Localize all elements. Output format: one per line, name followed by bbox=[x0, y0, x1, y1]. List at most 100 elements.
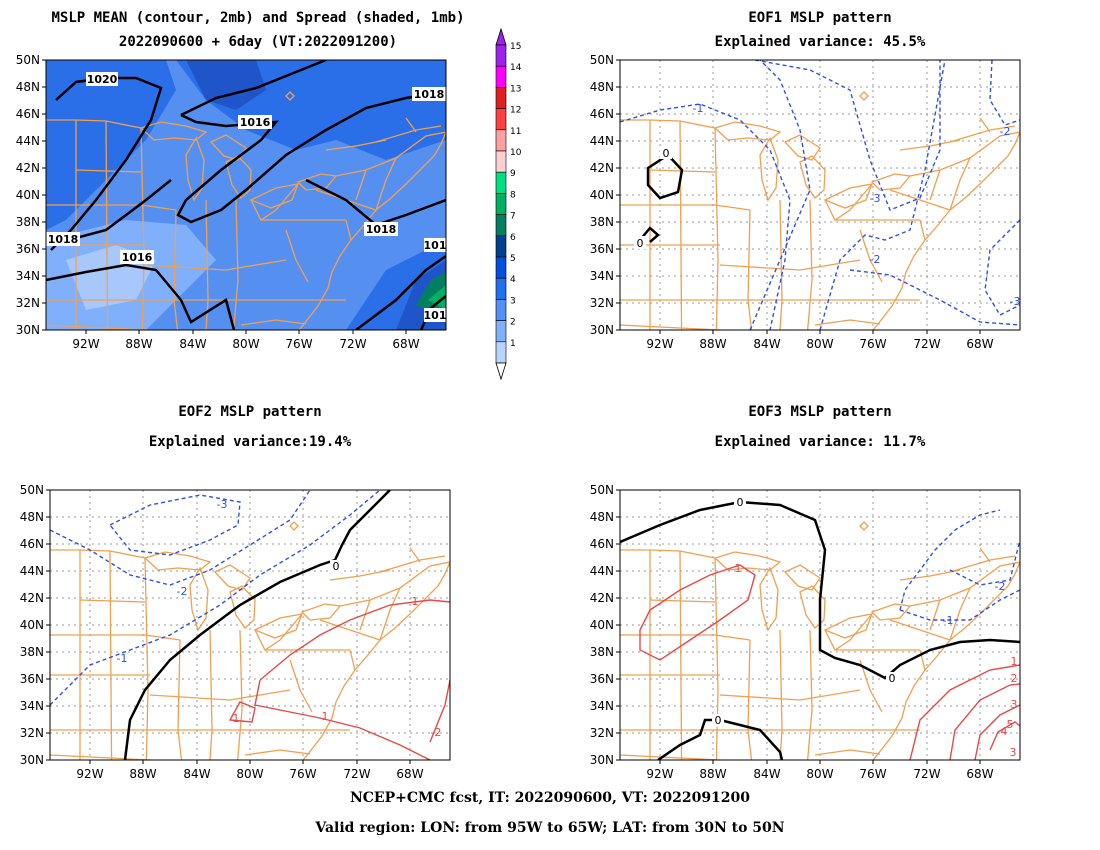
lat-tick-label: 46N bbox=[590, 107, 614, 121]
lat-tick-label: 42N bbox=[590, 591, 614, 605]
lon-tick-label: 68W bbox=[392, 337, 419, 351]
lat-tick-label: 46N bbox=[16, 107, 40, 121]
eof1-title-line2: Explained variance: 45.5% bbox=[714, 34, 926, 50]
lon-tick-label: 68W bbox=[966, 337, 993, 351]
contour-label: 1 bbox=[412, 595, 419, 608]
eof3-title-line2: Explained variance: 11.7% bbox=[714, 434, 926, 450]
lon-tick-label: 92W bbox=[646, 767, 673, 781]
contour-label: -2 bbox=[177, 585, 188, 598]
isobar-1016-north bbox=[180, 60, 327, 117]
colorbar-label: 3 bbox=[510, 296, 516, 306]
lon-tick-label: 84W bbox=[753, 767, 780, 781]
lat-tick-label: 44N bbox=[20, 564, 44, 578]
lat-tick-label: 32N bbox=[20, 726, 44, 740]
lat-tick-label: 36N bbox=[590, 242, 614, 256]
eof2-contour-neg2 bbox=[50, 490, 311, 586]
contour-label: 1020 bbox=[87, 73, 118, 86]
lat-tick-label: 42N bbox=[20, 591, 44, 605]
colorbar-label: 10 bbox=[510, 148, 522, 158]
lat-tick-label: 50N bbox=[16, 53, 40, 67]
lat-tick-label: 34N bbox=[16, 269, 40, 283]
lat-tick-label: 40N bbox=[16, 188, 40, 202]
lat-tick-label: 34N bbox=[590, 699, 614, 713]
contour-label: 0 bbox=[637, 237, 644, 250]
colorbar-swatch bbox=[495, 129, 507, 152]
contour-label: -2 bbox=[995, 580, 1006, 593]
colorbar-swatch bbox=[495, 171, 507, 194]
colorbar-label: 11 bbox=[510, 127, 521, 137]
lon-tick-label: 84W bbox=[179, 337, 206, 351]
lon-tick-label: 72W bbox=[343, 767, 370, 781]
lat-tick-label: 32N bbox=[590, 296, 614, 310]
lon-tick-label: 76W bbox=[859, 767, 886, 781]
lat-tick-label: 44N bbox=[590, 564, 614, 578]
lat-tick-label: 48N bbox=[590, 80, 614, 94]
lon-tick-label: 88W bbox=[125, 337, 152, 351]
lat-tick-label: 46N bbox=[590, 537, 614, 551]
eof1-zero-contour-small bbox=[639, 226, 660, 243]
lon-tick-label: 84W bbox=[183, 767, 210, 781]
colorbar-label: 15 bbox=[510, 42, 521, 52]
lat-tick-label: 38N bbox=[590, 215, 614, 229]
contour-label: -3 bbox=[870, 192, 881, 205]
lon-tick-label: 80W bbox=[806, 767, 833, 781]
contour-label: 0 bbox=[333, 560, 340, 573]
eof1-panel: 0 0 -1 -2 -3 -2 -3 bbox=[619, 59, 1021, 331]
lat-tick-label: 36N bbox=[590, 672, 614, 686]
eof2-zero-contour bbox=[123, 490, 391, 760]
contour-label: 1018 bbox=[366, 223, 397, 236]
lon-tick-label: 68W bbox=[966, 767, 993, 781]
lon-tick-label: 92W bbox=[76, 767, 103, 781]
lat-tick-label: 32N bbox=[16, 296, 40, 310]
lon-tick-label: 80W bbox=[806, 337, 833, 351]
lon-tick-label: 92W bbox=[72, 337, 99, 351]
contour-label: 1 bbox=[1011, 655, 1018, 668]
axis-labels: 50N 48N 46N 44N 42N 40N 38N 36N 34N 32N 30N 92W 88W 8… bbox=[16, 53, 994, 781]
lon-tick-label: 76W bbox=[285, 337, 312, 351]
contour-label: -1 bbox=[117, 652, 128, 665]
eof2-contour-pos1-c bbox=[228, 701, 256, 723]
contour-label: -3 bbox=[217, 498, 228, 511]
lon-tick-label: 88W bbox=[699, 767, 726, 781]
lat-tick-label: 32N bbox=[590, 726, 614, 740]
lat-tick-label: 38N bbox=[16, 215, 40, 229]
eof1-contour-neg3-se bbox=[984, 219, 1020, 316]
footer-line1: NCEP+CMC fcst, IT: 2022090600, VT: 20220… bbox=[349, 790, 751, 806]
eof2-title-line2: Explained variance:19.4% bbox=[148, 434, 352, 450]
colorbar-swatch bbox=[495, 256, 507, 279]
lon-tick-label: 88W bbox=[699, 337, 726, 351]
colorbar-swatch bbox=[495, 214, 507, 237]
contour-label: 1018 bbox=[414, 88, 445, 101]
lon-tick-label: 72W bbox=[913, 337, 940, 351]
contour-label: -2 bbox=[870, 253, 881, 266]
mean-title-line1: MSLP MEAN (contour, 2mb) and Spread (sha… bbox=[51, 10, 465, 26]
contour-label: -3 bbox=[1010, 295, 1021, 308]
lon-tick-label: 68W bbox=[396, 767, 423, 781]
colorbar-label: 8 bbox=[510, 190, 516, 200]
eof3-zero-contour-main bbox=[620, 500, 1020, 680]
lat-tick-label: 36N bbox=[16, 242, 40, 256]
colorbar-label: 7 bbox=[510, 212, 516, 222]
isobar-1016-south bbox=[46, 263, 236, 330]
colorbar-label: 14 bbox=[510, 63, 522, 73]
contour-label: 1016 bbox=[122, 251, 153, 264]
lat-tick-label: 30N bbox=[16, 323, 40, 337]
eof3-contour-pos1-se bbox=[909, 664, 1020, 760]
contour-label: 1018 bbox=[48, 233, 79, 246]
contour-label: 1 bbox=[322, 710, 329, 723]
contour-label: 101 bbox=[424, 239, 447, 252]
spread-shade-8 bbox=[428, 285, 446, 310]
mean-title-line2: 2022090600 + 6day (VT:2022091200) bbox=[118, 34, 398, 50]
eof3-contour-pos4-se bbox=[989, 721, 1020, 751]
lat-tick-label: 40N bbox=[590, 618, 614, 632]
eof1-contour-neg3 bbox=[819, 60, 946, 330]
lon-tick-label: 80W bbox=[232, 337, 259, 351]
colorbar-label: 9 bbox=[510, 169, 516, 179]
lat-tick-label: 38N bbox=[20, 645, 44, 659]
lat-tick-label: 34N bbox=[590, 269, 614, 283]
eof1-contour-neg2-south bbox=[849, 269, 1020, 326]
contour-label: 1016 bbox=[240, 116, 271, 129]
lat-tick-label: 48N bbox=[590, 510, 614, 524]
lat-tick-label: 38N bbox=[590, 645, 614, 659]
lat-tick-label: 40N bbox=[20, 618, 44, 632]
